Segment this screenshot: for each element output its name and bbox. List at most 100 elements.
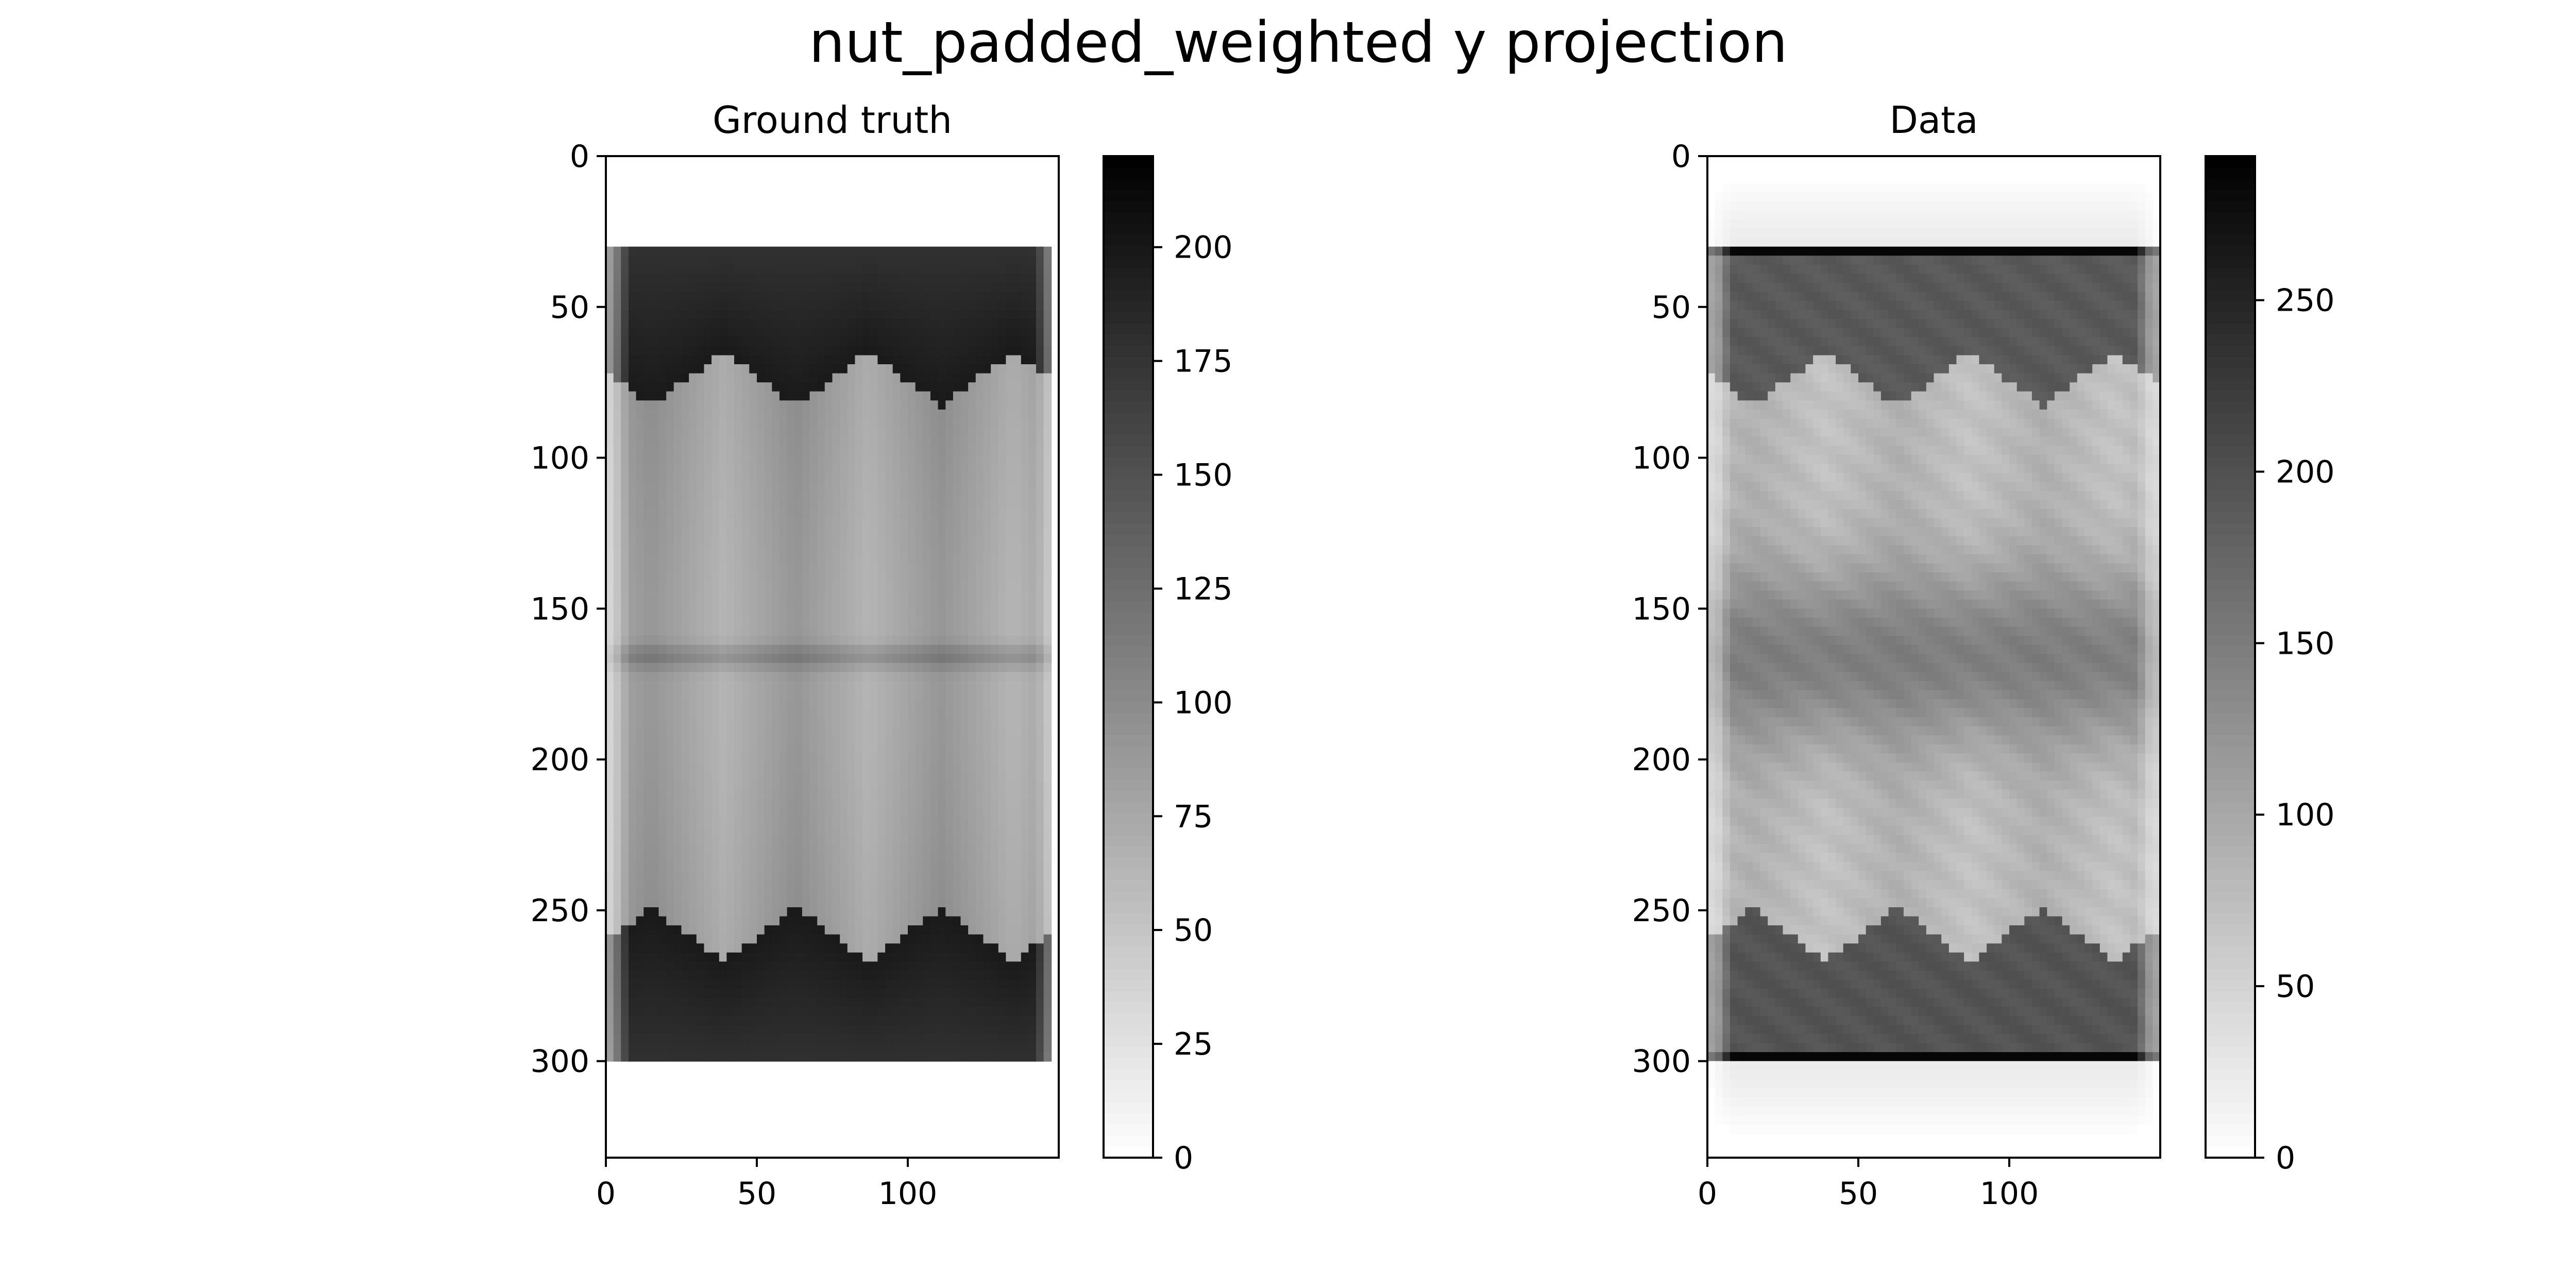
ground-truth-heatmap-cell bbox=[817, 925, 825, 935]
ground-truth-heatmap-cell bbox=[772, 898, 780, 908]
ground-truth-heatmap-cell bbox=[817, 853, 825, 863]
ground-truth-heatmap-cell bbox=[682, 337, 690, 347]
ground-truth-heatmap-cell bbox=[976, 590, 984, 600]
ground-truth-heatmap-cell bbox=[1028, 880, 1037, 890]
ground-truth-heatmap-cell bbox=[666, 582, 674, 591]
ground-truth-heatmap-cell bbox=[787, 817, 795, 826]
ground-truth-heatmap-cell bbox=[976, 319, 984, 329]
ground-truth-heatmap-cell bbox=[1036, 626, 1044, 636]
ground-truth-heatmap-cell bbox=[1006, 572, 1014, 582]
ground-truth-heatmap-cell bbox=[862, 464, 871, 473]
ground-truth-heatmap-cell bbox=[697, 961, 705, 971]
ground-truth-heatmap-cell bbox=[916, 446, 924, 455]
ground-truth-heatmap-cell bbox=[726, 283, 735, 293]
ground-truth-heatmap-cell bbox=[1036, 482, 1044, 492]
ground-truth-heatmap-cell bbox=[855, 400, 863, 410]
ground-truth-heatmap-cell bbox=[885, 790, 893, 800]
ground-truth-heatmap-cell bbox=[833, 582, 841, 591]
ground-truth-heatmap-cell bbox=[1013, 509, 1022, 519]
ground-truth-heatmap-cell bbox=[734, 708, 742, 718]
ground-truth-heatmap-cell bbox=[976, 726, 984, 736]
ground-truth-heatmap-cell bbox=[749, 681, 757, 691]
ground-truth-heatmap-cell bbox=[893, 1007, 901, 1016]
ground-truth-heatmap-cell bbox=[825, 880, 833, 890]
ground-truth-heatmap-cell bbox=[711, 907, 720, 917]
ground-truth-heatmap-cell bbox=[991, 600, 999, 609]
ground-truth-heatmap-cell bbox=[893, 400, 901, 410]
ground-truth-heatmap-cell bbox=[877, 925, 886, 935]
ground-truth-heatmap-cell bbox=[976, 735, 984, 745]
ground-truth-heatmap-cell bbox=[765, 500, 773, 510]
ground-truth-heatmap-cell bbox=[606, 925, 614, 935]
ground-truth-heatmap-cell bbox=[659, 672, 667, 682]
ground-truth-heatmap-cell bbox=[833, 762, 841, 772]
ground-truth-heatmap-cell bbox=[885, 554, 893, 564]
ground-truth-heatmap-cell bbox=[674, 283, 682, 293]
ground-truth-heatmap-cell bbox=[719, 437, 727, 447]
ground-truth-heatmap-cell bbox=[862, 364, 871, 374]
ground-truth-heatmap-cell bbox=[666, 564, 674, 573]
ground-truth-heatmap-cell bbox=[923, 283, 931, 293]
ground-truth-heatmap-cell bbox=[870, 346, 878, 356]
ground-truth-heatmap-cell bbox=[779, 961, 788, 971]
ground-truth-heatmap-cell bbox=[772, 509, 780, 519]
ground-truth-heatmap-cell bbox=[945, 699, 954, 709]
ground-truth-heatmap-cell bbox=[659, 608, 667, 618]
ground-truth-heatmap-cell bbox=[945, 400, 954, 410]
ground-truth-heatmap-cell bbox=[916, 844, 924, 854]
ground-truth-heatmap-cell bbox=[1021, 835, 1029, 845]
ground-truth-heatmap-cell bbox=[697, 862, 705, 872]
ground-truth-heatmap-cell bbox=[961, 980, 969, 990]
ground-truth-heatmap-cell bbox=[726, 799, 735, 808]
ground-truth-heatmap-cell bbox=[817, 898, 825, 908]
ground-truth-heatmap-cell bbox=[916, 808, 924, 818]
ground-truth-heatmap-cell bbox=[923, 428, 931, 437]
ground-truth-heatmap-cell bbox=[1044, 518, 1052, 528]
ground-truth-heatmap-cell bbox=[1036, 717, 1044, 727]
ground-truth-heatmap-cell bbox=[666, 790, 674, 800]
ground-truth-heatmap-cell bbox=[1006, 554, 1014, 564]
ground-truth-heatmap-cell bbox=[765, 708, 773, 718]
ground-truth-heatmap-cell bbox=[930, 265, 939, 275]
ground-truth-heatmap-cell bbox=[930, 374, 939, 383]
ground-truth-heatmap-cell bbox=[629, 961, 637, 971]
ground-truth-heatmap-cell bbox=[765, 699, 773, 709]
ground-truth-heatmap-cell bbox=[1021, 491, 1029, 501]
ground-truth-heatmap-cell bbox=[870, 328, 878, 338]
ground-truth-heatmap-cell bbox=[765, 392, 773, 401]
ground-truth-heatmap-cell bbox=[848, 283, 856, 293]
ground-truth-heatmap-cell bbox=[1021, 935, 1029, 944]
ground-truth-heatmap-cell bbox=[1013, 473, 1022, 483]
ground-truth-heatmap-cell bbox=[817, 654, 825, 664]
ground-truth-heatmap-cell bbox=[787, 699, 795, 709]
ground-truth-heatmap-cell bbox=[666, 464, 674, 473]
ground-truth-heatmap-cell bbox=[697, 346, 705, 356]
ground-truth-heatmap-cell bbox=[719, 274, 727, 283]
ground-truth-heatmap-cell bbox=[689, 681, 697, 691]
ground-truth-heatmap-cell bbox=[794, 283, 803, 293]
ground-truth-heatmap-cell bbox=[682, 364, 690, 374]
ground-truth-heatmap-cell bbox=[621, 500, 629, 510]
ground-truth-heatmap-cell bbox=[794, 961, 803, 971]
ground-truth-heatmap-cell bbox=[734, 762, 742, 772]
ground-truth-heatmap-cell bbox=[840, 292, 848, 302]
ground-truth-heatmap-cell bbox=[984, 590, 992, 600]
ground-truth-heatmap-cell bbox=[817, 455, 825, 465]
ground-truth-heatmap-cell bbox=[984, 935, 992, 944]
ground-truth-heatmap-cell bbox=[802, 618, 810, 628]
ground-truth-heatmap-cell bbox=[682, 256, 690, 265]
ground-truth-heatmap-cell bbox=[991, 626, 999, 636]
ground-truth-heatmap-cell bbox=[614, 310, 622, 320]
ground-truth-heatmap-cell bbox=[810, 826, 818, 836]
ground-truth-heatmap-cell bbox=[817, 473, 825, 483]
ground-truth-heatmap-cell bbox=[794, 482, 803, 492]
ground-truth-heatmap-cell bbox=[900, 473, 908, 483]
ground-truth-heatmap-cell bbox=[862, 935, 871, 944]
ground-truth-heatmap-cell bbox=[930, 808, 939, 818]
ground-truth-heatmap-cell bbox=[938, 374, 946, 383]
ground-truth-heatmap-cell bbox=[1044, 509, 1052, 519]
ground-truth-heatmap-cell bbox=[930, 382, 939, 392]
ground-truth-heatmap-cell bbox=[787, 590, 795, 600]
ground-truth-heatmap-cell bbox=[885, 374, 893, 383]
ground-truth-heatmap-cell bbox=[923, 265, 931, 275]
